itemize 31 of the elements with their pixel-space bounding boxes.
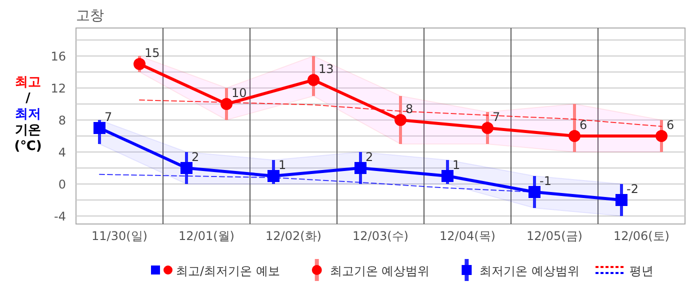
y-tick-label: 0 xyxy=(58,178,66,192)
data-label: 2 xyxy=(191,150,200,164)
y-tick-label: 16 xyxy=(50,50,66,64)
data-label: -1 xyxy=(539,174,552,188)
data-label: 13 xyxy=(318,62,334,76)
x-tick-label: 12/02(화) xyxy=(266,229,322,243)
x-tick-label: 12/06(토) xyxy=(614,229,670,243)
y-tick-label: 12 xyxy=(50,82,66,96)
text: 최저기온 예상범위 xyxy=(480,264,580,278)
y-tick-label: 8 xyxy=(58,114,66,128)
data-label: 1 xyxy=(278,158,286,172)
y-tick-label: 4 xyxy=(58,146,66,160)
ylabel: 최고/최저 기온 (℃) xyxy=(14,75,42,154)
data-label: 2 xyxy=(365,150,374,164)
data-label: -2 xyxy=(626,182,638,196)
legend-label: 최고/최저기온 예보 xyxy=(176,264,280,278)
data-label: 10 xyxy=(232,86,247,100)
x-tick-label: 11/30(일) xyxy=(92,229,148,243)
data-label: 7 xyxy=(104,110,112,124)
y-tick-label: -4 xyxy=(54,210,66,224)
x-tick-label: 12/05(금) xyxy=(526,229,582,243)
data-label: 6 xyxy=(666,118,674,132)
data-label: 15 xyxy=(144,46,160,60)
text: 최고기온 예상범위 xyxy=(330,264,430,278)
data-label: 6 xyxy=(580,118,588,132)
chart-title: 고창 xyxy=(76,8,104,24)
legend-label: 평년 xyxy=(630,264,654,278)
x-tick-label: 12/03(수) xyxy=(352,229,408,243)
x-tick-label: 12/01(월) xyxy=(178,229,234,243)
x-tick-label: 12/04(목) xyxy=(440,229,496,243)
data-label: 1 xyxy=(452,158,460,172)
